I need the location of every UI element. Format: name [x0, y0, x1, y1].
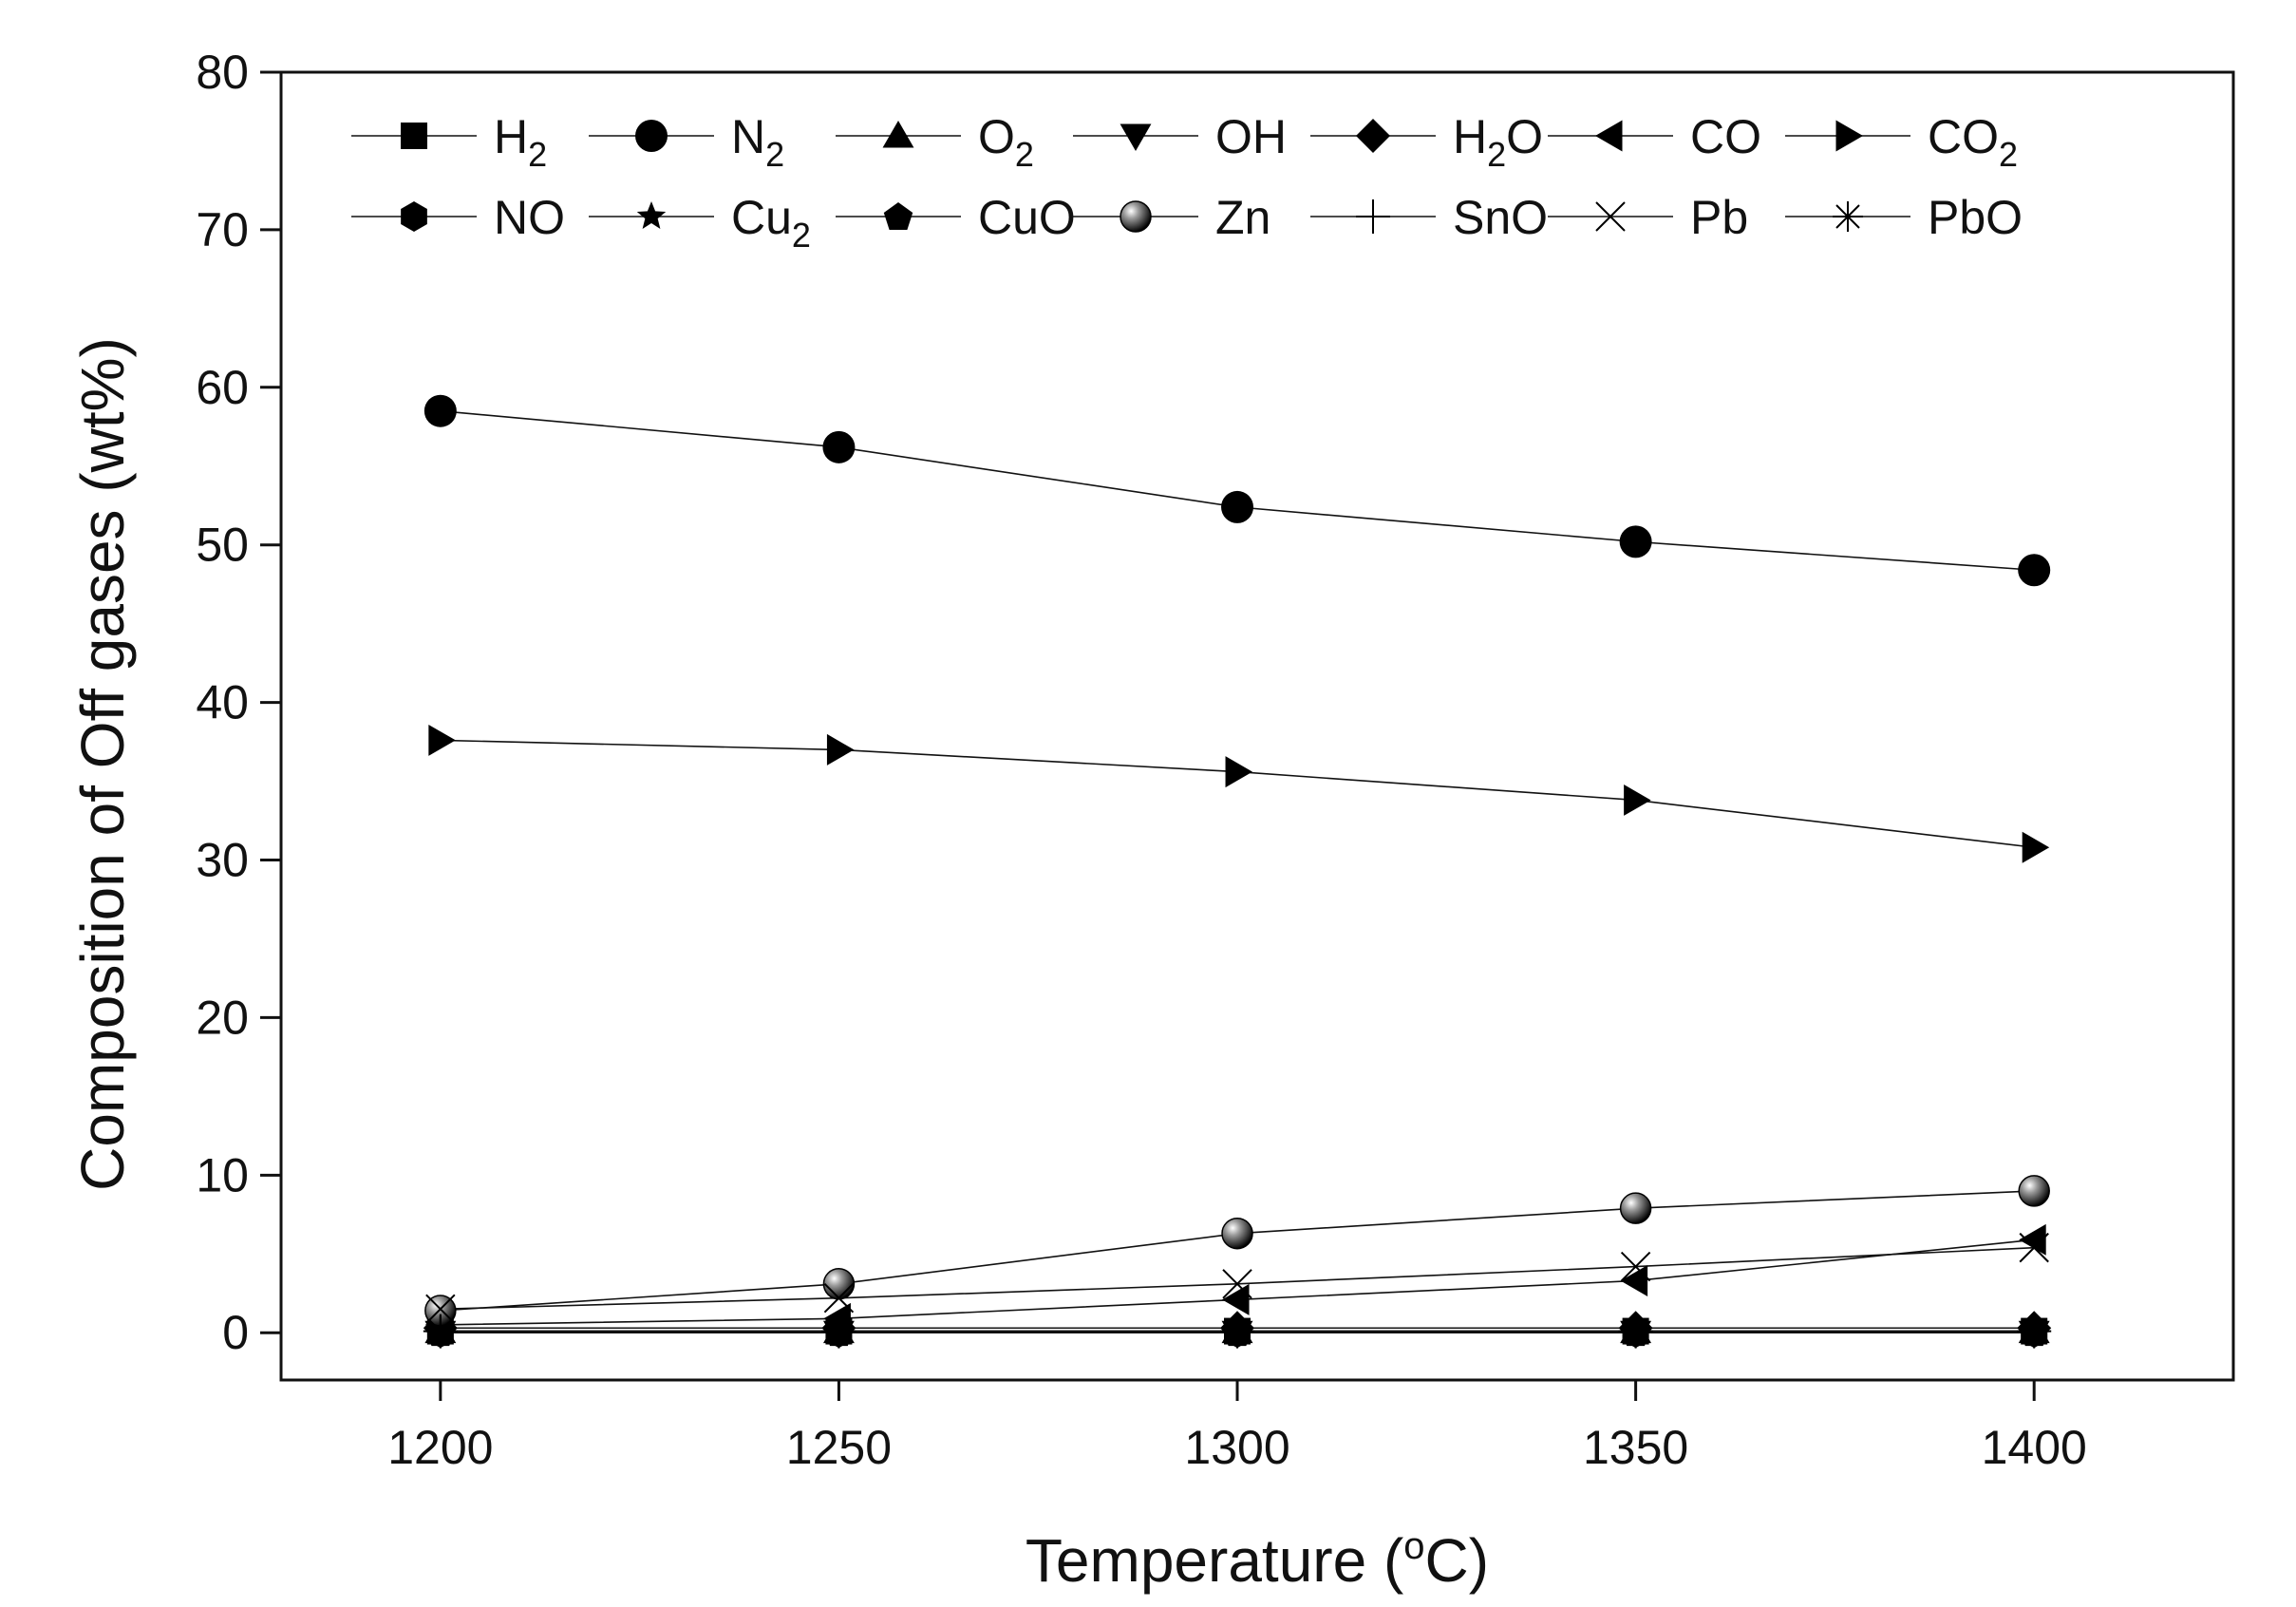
legend-item-co: CO — [1548, 110, 1761, 163]
legend-marker-co2 — [1835, 120, 1863, 152]
legend-label: O2 — [978, 110, 1034, 174]
legend-marker-n2 — [635, 120, 668, 152]
legend-label: CuO — [978, 191, 1076, 244]
legend-label: CO — [1690, 110, 1761, 163]
data-point-pb — [823, 1283, 855, 1314]
legend-item-h2: H2 — [351, 110, 547, 174]
x-axis-title: Temperature (oC) — [1026, 1525, 1489, 1595]
data-point-co2 — [428, 724, 456, 756]
y-tick-label: 40 — [196, 676, 249, 729]
data-point-n2 — [822, 430, 856, 463]
legend-label: H2O — [1453, 110, 1543, 174]
data-point-zn — [1221, 1217, 1253, 1250]
data-point-n2 — [1221, 490, 1254, 523]
data-point-pbo — [1222, 1315, 1253, 1347]
data-point-pb — [2019, 1232, 2049, 1263]
legend-marker-no — [401, 201, 427, 232]
legend-label: H2 — [494, 110, 547, 174]
y-tick-label: 50 — [196, 519, 249, 572]
series-line-n2 — [440, 409, 2035, 572]
legend-marker-zn — [1120, 200, 1152, 233]
legend-item-cu2: Cu2 — [589, 191, 811, 255]
y-tick-label: 30 — [196, 834, 249, 887]
legend-label: Pb — [1690, 191, 1748, 244]
data-point-pb — [1222, 1269, 1252, 1299]
legend-item-pb: Pb — [1548, 191, 1748, 244]
series-layer — [423, 394, 2052, 1349]
data-point-pbo — [424, 1315, 456, 1347]
data-point-pb — [425, 1294, 456, 1325]
y-tick-label: 10 — [196, 1148, 249, 1201]
legend-item-sno: SnO — [1310, 191, 1548, 244]
legend-item-pbo: PbO — [1785, 191, 2023, 244]
data-point-zn — [822, 1268, 856, 1300]
legend-marker-o2 — [882, 121, 914, 148]
series-co2 — [428, 724, 2050, 863]
legend-label: PbO — [1928, 191, 2023, 244]
legend-marker-pb — [1595, 201, 1626, 232]
legend: H2 N2 O2 OH H2O CO CO2 NO Cu2 CuO Zn SnO Pb PbO — [351, 110, 2023, 255]
legend-label: NO — [494, 191, 565, 244]
data-point-pbo — [1620, 1315, 1651, 1347]
legend-marker-h2o — [1356, 119, 1390, 153]
data-point-zn — [2018, 1175, 2050, 1207]
legend-label: N2 — [731, 110, 784, 174]
x-tick-label: 1350 — [1583, 1421, 1688, 1474]
legend-item-no: NO — [351, 191, 565, 244]
y-tick-label: 0 — [222, 1306, 249, 1359]
legend-label: Zn — [1215, 191, 1270, 244]
x-axis: 1200 1250 1300 1350 1400 — [387, 1380, 2087, 1474]
data-point-n2 — [1619, 525, 1652, 558]
data-point-co2 — [2022, 831, 2050, 863]
y-axis: 0 10 20 30 40 50 60 70 80 — [196, 46, 281, 1359]
legend-item-n2: N2 — [589, 110, 784, 174]
data-point-co — [1222, 1283, 1250, 1315]
legend-label: OH — [1215, 110, 1287, 163]
legend-item-oh: OH — [1073, 110, 1287, 163]
data-point-co2 — [1624, 785, 1651, 816]
y-axis-title: Composition of Off gases (wt%) — [68, 337, 137, 1191]
x-tick-label: 1400 — [1982, 1421, 2087, 1474]
data-point-co2 — [826, 733, 855, 766]
legend-item-cuo: CuO — [836, 191, 1076, 244]
x-tick-label: 1300 — [1184, 1421, 1289, 1474]
data-point-zn — [1619, 1192, 1652, 1224]
legend-label: SnO — [1453, 191, 1548, 244]
legend-marker-co — [1595, 120, 1623, 152]
legend-marker-cuo — [883, 202, 913, 230]
data-point-pbo — [823, 1315, 855, 1347]
legend-marker-h2 — [401, 123, 427, 149]
series-pb — [425, 1232, 2049, 1325]
data-point-co — [1620, 1265, 1648, 1296]
legend-marker-pbo — [1833, 201, 1863, 232]
y-tick-label: 20 — [196, 991, 249, 1044]
legend-item-zn: Zn — [1073, 191, 1270, 244]
legend-marker-cu2 — [636, 201, 667, 229]
legend-marker-sno — [1356, 199, 1390, 234]
legend-item-o2: O2 — [836, 110, 1034, 174]
x-tick-label: 1250 — [786, 1421, 892, 1474]
legend-label: CO2 — [1928, 110, 2018, 174]
data-point-co2 — [1225, 756, 1253, 788]
y-tick-label: 80 — [196, 46, 249, 99]
data-point-pbo — [2019, 1315, 2050, 1347]
legend-marker-oh — [1120, 123, 1152, 151]
series-n2 — [423, 394, 2051, 587]
y-tick-label: 60 — [196, 361, 249, 414]
legend-label: Cu2 — [731, 191, 811, 255]
data-point-pb — [1620, 1251, 1651, 1282]
series-pbo — [424, 1315, 2050, 1347]
plot-frame — [279, 70, 2235, 1382]
series-line-co2 — [440, 739, 2035, 849]
data-point-n2 — [423, 394, 457, 427]
x-tick-label: 1200 — [387, 1421, 493, 1474]
legend-item-co2: CO2 — [1785, 110, 2018, 174]
data-point-n2 — [2018, 554, 2051, 587]
y-tick-label: 70 — [196, 203, 249, 256]
legend-item-h2o: H2O — [1310, 110, 1543, 174]
data-point-co — [2019, 1223, 2046, 1256]
